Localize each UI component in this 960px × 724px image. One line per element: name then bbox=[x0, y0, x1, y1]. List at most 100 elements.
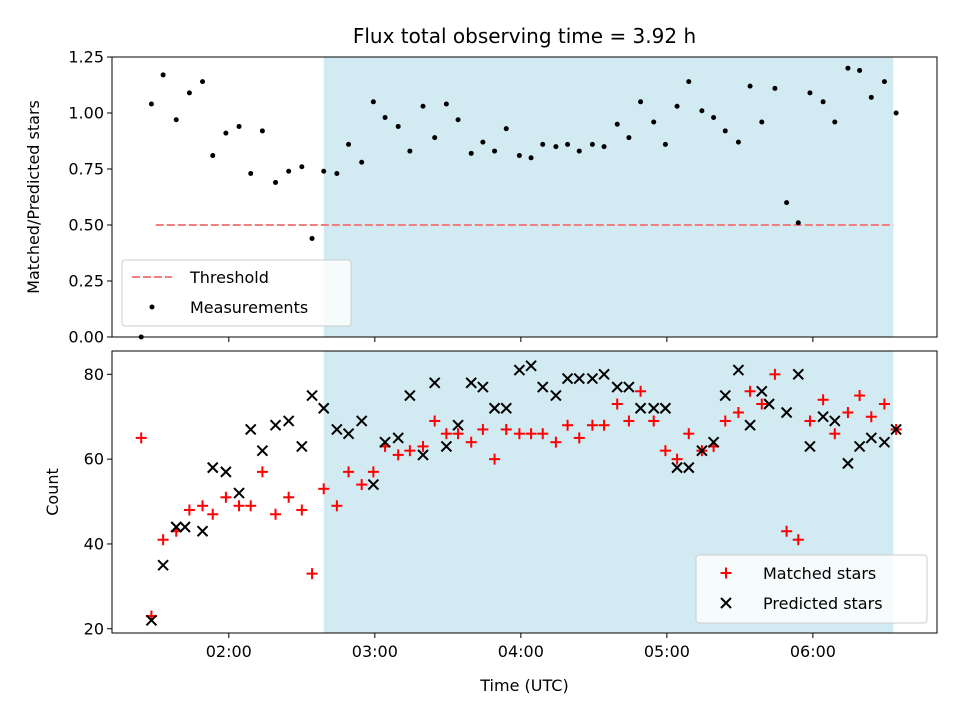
predicted-star-point-b bbox=[842, 457, 854, 470]
measurement-point bbox=[273, 179, 279, 185]
measurement-point bbox=[516, 153, 522, 159]
time-x-tick-label: 06:00 bbox=[790, 642, 836, 661]
matched-star-point bbox=[306, 568, 318, 580]
predicted-star-point bbox=[586, 372, 599, 385]
legend-threshold-label: Threshold bbox=[189, 268, 269, 287]
measurement-point bbox=[784, 200, 790, 206]
predicted-star-point bbox=[537, 381, 549, 393]
predicted-star-point bbox=[392, 432, 404, 444]
predicted-star-point bbox=[465, 377, 477, 389]
matched-star-point bbox=[769, 368, 781, 380]
predicted-star-point-b bbox=[342, 427, 355, 440]
measurement-point bbox=[407, 148, 413, 154]
count-panel-frame bbox=[111, 350, 938, 634]
measurement-point bbox=[420, 103, 426, 109]
matched-star-point bbox=[598, 419, 610, 431]
matched-star-point bbox=[792, 534, 804, 546]
matched-star-point bbox=[477, 423, 489, 435]
predicted-star-point bbox=[233, 487, 245, 499]
predicted-star-point bbox=[696, 444, 708, 457]
measurement-point bbox=[711, 114, 717, 120]
predicted-star-point bbox=[145, 614, 158, 626]
measurement-point bbox=[503, 126, 509, 132]
measurement-point bbox=[881, 79, 887, 85]
predicted-star-point-b bbox=[659, 402, 672, 414]
matched-star-point bbox=[197, 500, 209, 512]
predicted-star-point-b bbox=[477, 381, 489, 393]
measurement-point bbox=[795, 220, 801, 226]
matched-star-point bbox=[343, 466, 355, 478]
predicted-star-point-b bbox=[282, 415, 295, 427]
predicted-star-point bbox=[763, 398, 775, 410]
predicted-star-point bbox=[306, 389, 318, 402]
predicted-star-point-b bbox=[145, 614, 158, 626]
predicted-star-point bbox=[842, 457, 854, 470]
measurement-point bbox=[662, 141, 668, 147]
matched-star-point bbox=[283, 491, 295, 503]
measurement-point bbox=[857, 67, 863, 73]
matched-star-point bbox=[865, 411, 877, 423]
predicted-star-point-b bbox=[331, 423, 343, 436]
predicted-star-point-b bbox=[157, 559, 169, 571]
matched-star-point bbox=[392, 449, 404, 461]
measurement-point bbox=[772, 85, 778, 91]
matched-star-point bbox=[220, 491, 232, 503]
matched-star-point bbox=[804, 415, 816, 427]
matched-stars-points bbox=[135, 368, 902, 622]
predicted-star-point-b bbox=[865, 432, 877, 444]
predicted-star-point bbox=[865, 432, 877, 444]
predicted-star-point bbox=[367, 478, 380, 491]
matched-star-point bbox=[452, 428, 464, 440]
predicted-star-point bbox=[634, 402, 647, 414]
predicted-star-point-b bbox=[256, 444, 269, 457]
predicted-star-point-b bbox=[780, 406, 793, 419]
measurement-point bbox=[359, 159, 365, 165]
legend-matched-marker bbox=[720, 567, 732, 579]
predicted-star-point-b bbox=[404, 389, 416, 402]
predicted-star-point-b bbox=[671, 461, 683, 474]
predicted-star-point-b bbox=[428, 377, 441, 389]
measurement-point bbox=[674, 103, 680, 109]
matched-star-point bbox=[732, 406, 744, 418]
ratio-y-tick-label: 0.25 bbox=[68, 272, 104, 291]
matched-star-point bbox=[854, 390, 866, 402]
matched-star-point bbox=[356, 479, 368, 491]
ratio-y-tick-label: 1.00 bbox=[68, 104, 104, 123]
predicted-star-point-b bbox=[465, 377, 477, 389]
count-y-tick-label: 80 bbox=[84, 365, 104, 384]
predicted-star-point-b bbox=[683, 461, 695, 474]
matched-star-point bbox=[489, 453, 501, 465]
measurement-point bbox=[259, 128, 265, 134]
predicted-star-point bbox=[207, 461, 219, 474]
predicted-star-point-b bbox=[744, 419, 756, 431]
matched-star-point bbox=[671, 453, 683, 465]
count-x-ticks: 02:00 03:00 04:00 05:00 06:00 bbox=[206, 633, 836, 661]
matched-star-point bbox=[296, 504, 308, 516]
ratio-y-ticks: 0.00 0.25 0.50 0.75 1.00 1.25 bbox=[68, 48, 112, 347]
predicted-star-point bbox=[683, 461, 695, 474]
measurement-point bbox=[468, 150, 474, 156]
predicted-star-point-b bbox=[804, 440, 816, 453]
predicted-star-point bbox=[598, 368, 610, 381]
measurement-point bbox=[807, 90, 813, 96]
legend-matched-swatch bbox=[720, 567, 732, 579]
matched-star-point bbox=[440, 428, 452, 440]
measurement-point bbox=[820, 99, 826, 105]
predicted-star-point-b bbox=[306, 389, 318, 402]
predicted-star-point bbox=[659, 402, 672, 414]
measurement-point bbox=[432, 135, 438, 141]
predicted-star-point bbox=[623, 381, 635, 393]
measurement-point bbox=[286, 168, 292, 174]
matched-star-point bbox=[404, 445, 416, 457]
measurement-point bbox=[223, 130, 229, 136]
measurement-point bbox=[443, 101, 449, 107]
predicted-star-point bbox=[296, 440, 308, 453]
predicted-star-point bbox=[732, 364, 745, 376]
predicted-star-point-b bbox=[586, 372, 599, 385]
measurement-point bbox=[480, 139, 486, 145]
predicted-star-point-b bbox=[417, 449, 429, 461]
matched-star-point bbox=[331, 500, 343, 512]
matched-star-point bbox=[429, 415, 441, 427]
predicted-star-point-b bbox=[853, 440, 866, 453]
predicted-star-point bbox=[804, 440, 816, 453]
